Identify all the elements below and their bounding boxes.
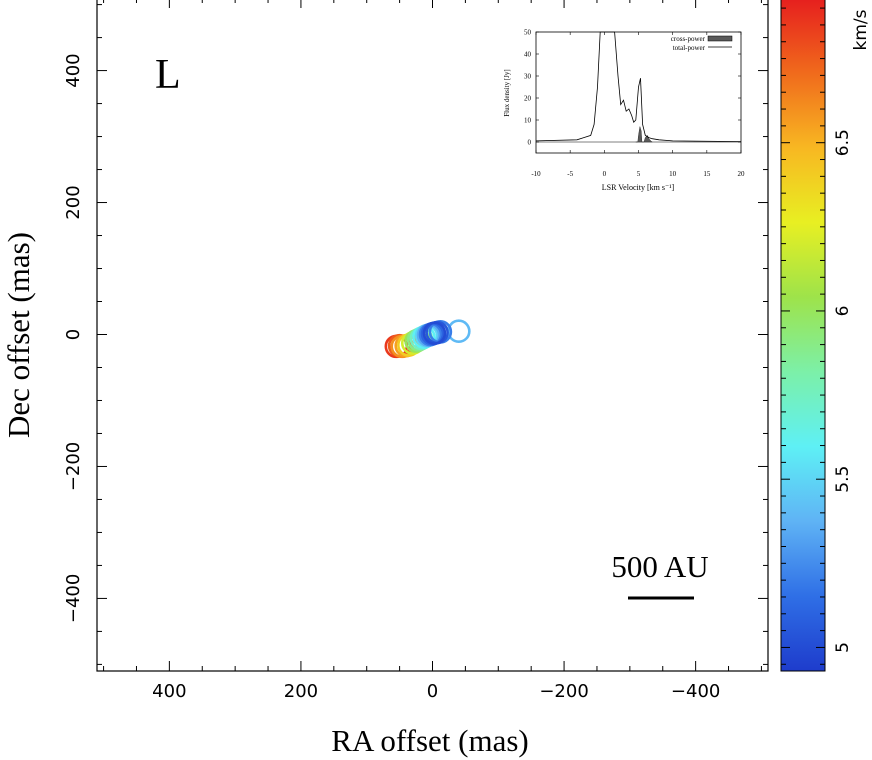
colorbar-ramp [780,0,826,672]
total-power-line [535,31,742,142]
x-axis-title: RA offset (mas) [331,723,528,758]
inset-x-tick-label: 10 [669,170,677,178]
y-tick-label: 400 [63,53,84,87]
inset-y-tick-label: 50 [524,29,532,37]
scale-bar: 500 AU [611,549,709,600]
y-tick-label: 0 [63,329,84,340]
inset-x-tick-label: 15 [703,170,711,178]
scale-bar-label: 500 AU [611,549,708,584]
colorbar-unit: km/s [851,9,871,50]
x-tick-label: −400 [671,681,720,702]
colorbar-ticks: 5 5.5 6 6.5 [781,7,853,665]
colorbar: 5 5.5 6 6.5 km/s [780,0,871,672]
cross-power-area [635,126,653,143]
maser-spots [384,319,471,359]
inset-y-tick-label: 10 [524,117,532,125]
inset-x-tick-label: 5 [637,170,641,178]
inset-x-tick-label: 20 [738,170,746,178]
x-tick-label: 0 [427,681,438,702]
spectrum-inset: -10 -5 0 5 10 15 20 0 10 20 30 40 50 cross-power tot… [503,29,745,193]
x-axis: 400 200 0 −200 −400 [103,0,762,702]
colorbar-tick-label: 6 [833,306,853,317]
y-tick-label: −400 [63,574,84,623]
inset-x-tick-label: 0 [603,170,607,178]
inset-y-axis-title: Flux density [Jy] [503,69,511,116]
x-tick-label: 200 [284,681,318,702]
inset-y-tick-label: 40 [524,51,532,59]
x-tick-label: 400 [152,681,186,702]
inset-axes: -10 -5 0 5 10 15 20 0 10 20 30 40 50 [524,29,745,179]
inset-y-tick-label: 0 [528,139,532,147]
inset-legend-total-label: total-power [673,44,706,52]
y-tick-label: 200 [63,185,84,219]
inset-frame [535,31,742,154]
inset-legend-cross-swatch [707,35,733,42]
inset-legend-cross-label: cross-power [671,35,706,43]
colorbar-tick-label: 5 [833,642,853,653]
y-axis-title: Dec offset (mas) [1,232,36,438]
x-tick-label: −200 [539,681,588,702]
colorbar-tick-label: 5.5 [833,466,853,493]
y-tick-label: −200 [63,442,84,491]
maser-spot [422,321,447,345]
inset-y-tick-label: 20 [524,95,532,103]
inset-x-tick-label: -5 [567,170,573,178]
panel-label: L [155,52,181,98]
inset-x-tick-label: -10 [531,170,541,178]
inset-x-axis-title: LSR Velocity [km s⁻¹] [602,183,675,192]
colorbar-tick-label: 6.5 [833,129,853,156]
inset-y-tick-label: 30 [524,73,532,81]
